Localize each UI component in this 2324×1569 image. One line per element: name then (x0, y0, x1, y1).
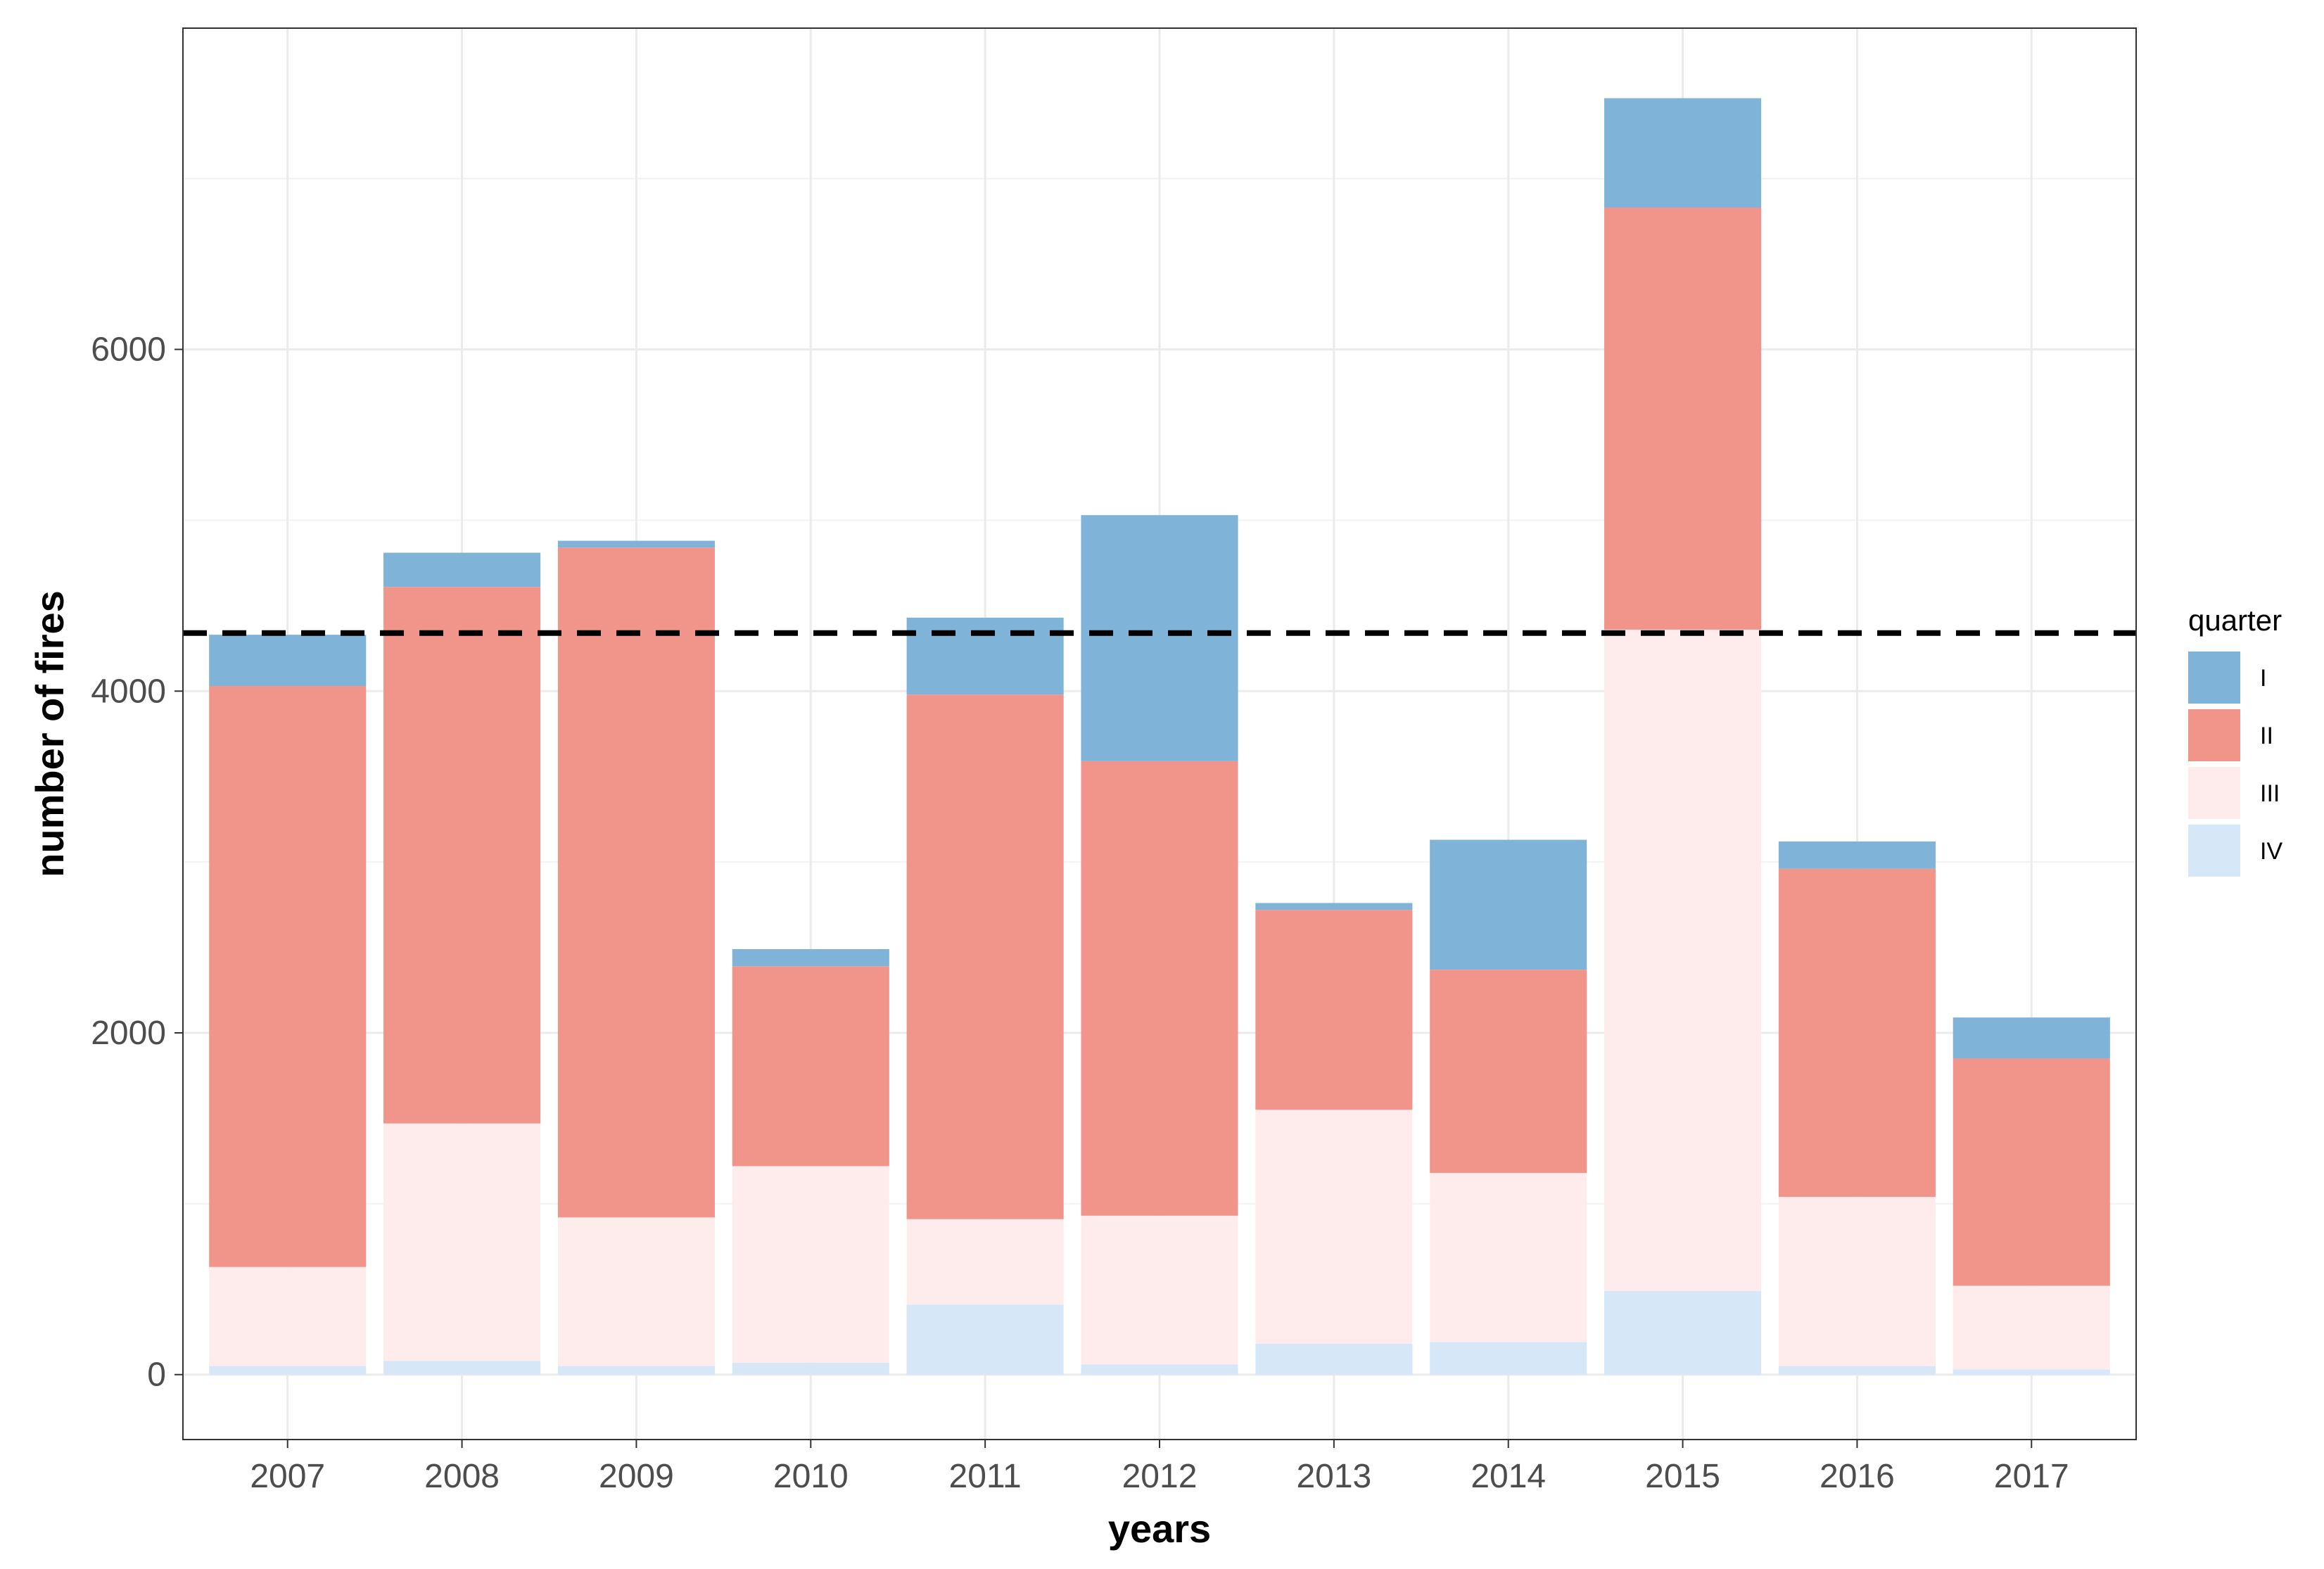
y-tick-label: 4000 (91, 673, 166, 710)
legend-label-II: II (2260, 723, 2273, 749)
bar-2016-quarter-III (1778, 1197, 1936, 1366)
bar-2017-quarter-I (1952, 1017, 2110, 1059)
bar-2011-quarter-III (906, 1219, 1064, 1305)
x-tick-label: 2014 (1471, 1458, 1546, 1495)
bar-2016-quarter-I (1778, 841, 1936, 869)
bar-2012-quarter-III (1081, 1215, 1238, 1365)
bar-2011-quarter-II (906, 694, 1064, 1219)
bar-2009-quarter-IV (557, 1366, 715, 1375)
bar-2008-quarter-I (383, 552, 541, 587)
y-tick-label: 0 (147, 1357, 166, 1394)
bar-2010-quarter-III (732, 1166, 889, 1363)
bar-2014-quarter-III (1430, 1173, 1587, 1342)
bar-2008-quarter-IV (383, 1361, 541, 1375)
bar-2016-quarter-II (1778, 868, 1936, 1198)
bar-2007-quarter-III (209, 1266, 367, 1366)
bar-2012-quarter-II (1081, 761, 1238, 1216)
bar-2014-quarter-II (1430, 970, 1587, 1174)
bar-2010-quarter-IV (732, 1362, 889, 1375)
bar-2014-quarter-I (1430, 839, 1587, 970)
x-tick-label: 2010 (773, 1458, 849, 1495)
bar-2012-quarter-I (1081, 515, 1238, 761)
bars (209, 98, 2110, 1375)
bar-2013-quarter-III (1255, 1110, 1413, 1344)
bar-2012-quarter-IV (1081, 1364, 1238, 1375)
legend-key-I (2188, 652, 2240, 704)
legend-label-I: I (2260, 665, 2266, 692)
x-tick-label: 2012 (1122, 1458, 1198, 1495)
x-tick-label: 2009 (599, 1458, 674, 1495)
bar-2007-quarter-II (209, 686, 367, 1267)
bar-2015-quarter-II (1604, 208, 1762, 630)
bar-2007-quarter-I (209, 635, 367, 686)
bar-2014-quarter-IV (1430, 1342, 1587, 1375)
x-tick-label: 2013 (1296, 1458, 1371, 1495)
bar-2017-quarter-III (1952, 1285, 2110, 1370)
bar-2015-quarter-III (1604, 629, 1762, 1291)
legend-key-II (2188, 709, 2240, 761)
bar-2007-quarter-IV (209, 1366, 367, 1375)
x-axis-ticks: 2007 2008 2009 2010 2011 2012 2013 2014 2015 2016… (250, 1440, 2069, 1495)
y-tick-label: 6000 (91, 331, 166, 369)
x-tick-label: 2011 (949, 1458, 1022, 1495)
y-tick-label: 2000 (91, 1015, 166, 1052)
bar-2010-quarter-I (732, 949, 889, 967)
x-tick-label: 2015 (1645, 1458, 1720, 1495)
x-axis-title: years (1108, 1506, 1211, 1551)
bar-2016-quarter-IV (1778, 1366, 1936, 1375)
bar-2009-quarter-I (557, 540, 715, 548)
bar-2011-quarter-I (906, 617, 1064, 695)
bar-2013-quarter-II (1255, 910, 1413, 1110)
bar-2015-quarter-I (1604, 98, 1762, 208)
legend-label-IV: IV (2260, 838, 2282, 865)
bar-2009-quarter-II (557, 547, 715, 1218)
x-tick-label: 2007 (250, 1458, 325, 1495)
x-tick-label: 2008 (424, 1458, 500, 1495)
y-axis-title: number of fires (27, 590, 72, 877)
bar-2011-quarter-IV (906, 1304, 1064, 1375)
bar-2008-quarter-III (383, 1123, 541, 1361)
x-tick-label: 2017 (1994, 1458, 2069, 1495)
legend-label-III: III (2260, 780, 2280, 807)
legend-key-III (2188, 767, 2240, 819)
bar-2013-quarter-IV (1255, 1344, 1413, 1375)
bar-2015-quarter-IV (1604, 1290, 1762, 1375)
bar-2009-quarter-III (557, 1217, 715, 1366)
legend-title: quarter (2188, 604, 2282, 637)
bar-2013-quarter-I (1255, 903, 1413, 910)
bar-2008-quarter-II (383, 587, 541, 1124)
bar-2017-quarter-II (1952, 1058, 2110, 1286)
legend-key-IV (2188, 825, 2240, 877)
y-axis-ticks: 0 2000 4000 6000 (91, 331, 183, 1394)
bar-2010-quarter-II (732, 966, 889, 1167)
x-tick-label: 2016 (1820, 1458, 1895, 1495)
bar-2017-quarter-IV (1952, 1369, 2110, 1375)
